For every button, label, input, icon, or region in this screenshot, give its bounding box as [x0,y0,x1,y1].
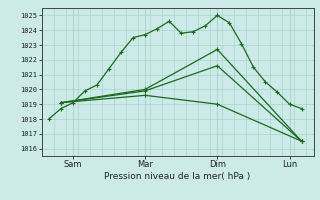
X-axis label: Pression niveau de la mer( hPa ): Pression niveau de la mer( hPa ) [104,172,251,181]
